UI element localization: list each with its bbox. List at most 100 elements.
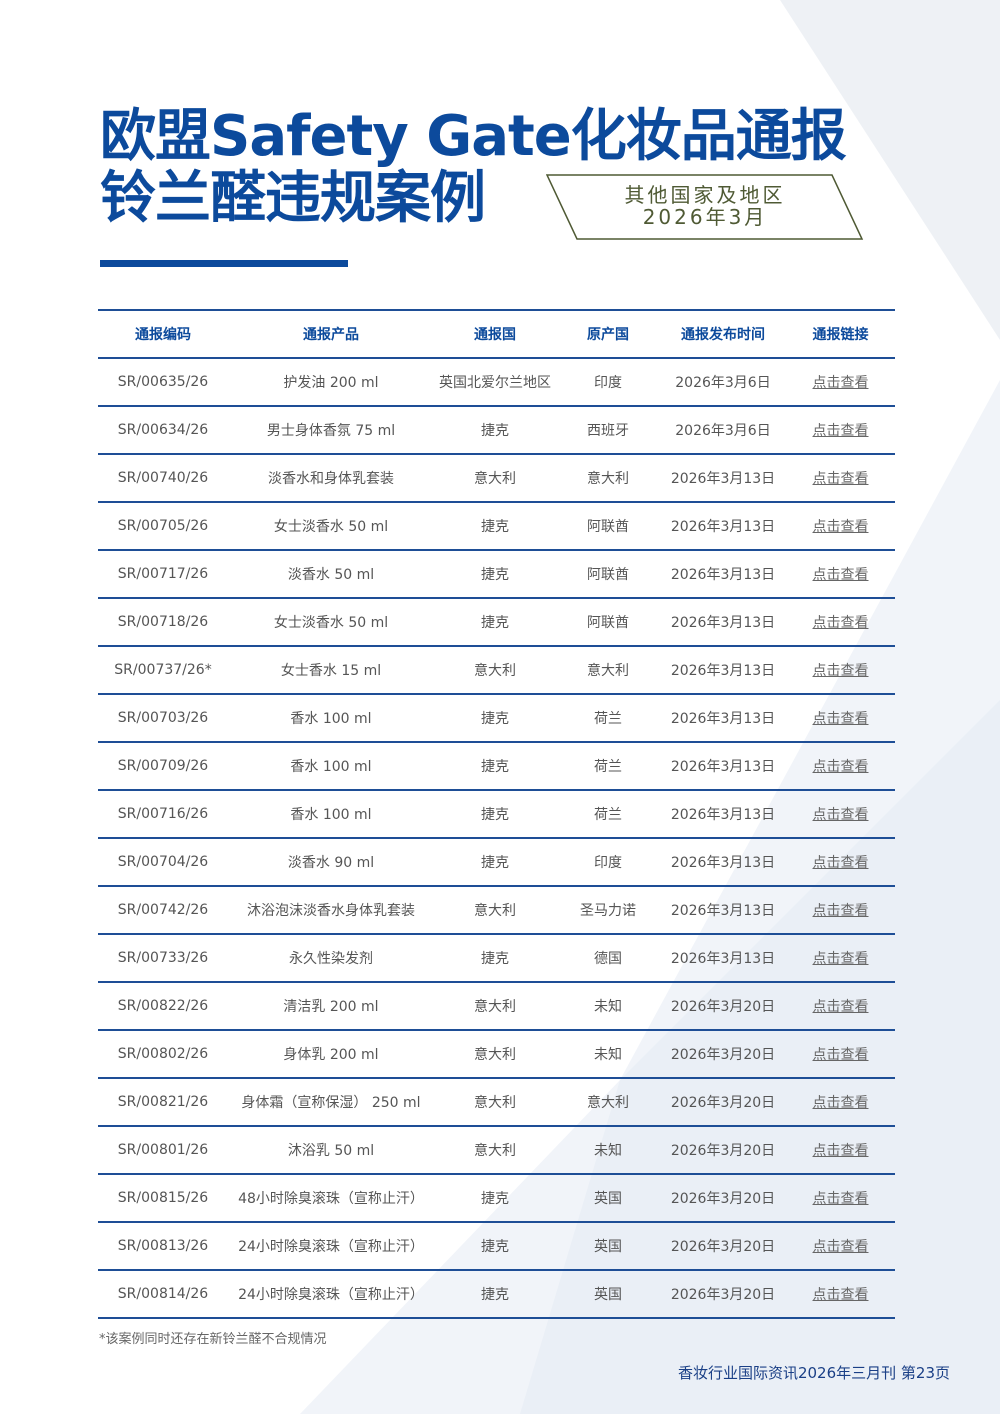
cell-view-link: 点击查看: [786, 1221, 895, 1270]
cell-origin-country: 西班牙: [556, 405, 660, 454]
view-link[interactable]: 点击查看: [812, 1095, 869, 1111]
title-underline: [100, 260, 348, 267]
cell-view-link: 点击查看: [786, 741, 895, 790]
view-link[interactable]: 点击查看: [812, 423, 869, 439]
view-link[interactable]: 点击查看: [812, 807, 869, 823]
cell-view-link: 点击查看: [786, 549, 895, 598]
cell-view-link: 点击查看: [786, 933, 895, 982]
view-link[interactable]: 点击查看: [812, 519, 869, 535]
cell-report-code: SR/00815/26: [98, 1173, 228, 1222]
cell-report-code: SR/00814/26: [98, 1269, 228, 1319]
view-link[interactable]: 点击查看: [812, 1047, 869, 1063]
table-row: SR/00802/26 身体乳 200 ml 意大利 未知 2026年3月20日 点击查看: [98, 1029, 895, 1078]
cell-report-code: SR/00733/26: [98, 933, 228, 982]
view-link[interactable]: 点击查看: [812, 1287, 869, 1303]
cell-view-link: 点击查看: [786, 1029, 895, 1078]
view-link[interactable]: 点击查看: [812, 1239, 869, 1255]
cell-origin-country: 英国: [556, 1221, 660, 1270]
cell-product: 淡香水 90 ml: [228, 837, 434, 886]
cell-view-link: 点击查看: [786, 501, 895, 550]
table-row: SR/00716/26 香水 100 ml 捷克 荷兰 2026年3月13日 点击查看: [98, 789, 895, 838]
table-row: SR/00814/26 24小时除臭滚珠（宣称止汗） 捷克 英国 2026年3月20日 点…: [98, 1269, 895, 1319]
cell-notifying-country: 意大利: [434, 453, 556, 502]
table-row: SR/00718/26 女士淡香水 50 ml 捷克 阿联酋 2026年3月13日 点击查…: [98, 597, 895, 646]
view-link[interactable]: 点击查看: [812, 567, 869, 583]
cell-view-link: 点击查看: [786, 885, 895, 934]
cell-product: 女士香水 15 ml: [228, 645, 434, 694]
table-row: SR/00801/26 沐浴乳 50 ml 意大利 未知 2026年3月20日 点击查看: [98, 1125, 895, 1174]
view-link[interactable]: 点击查看: [812, 903, 869, 919]
cell-product: 24小时除臭滚珠（宣称止汗）: [228, 1269, 434, 1319]
view-link[interactable]: 点击查看: [812, 951, 869, 967]
table-row: SR/00703/26 香水 100 ml 捷克 荷兰 2026年3月13日 点击查看: [98, 693, 895, 742]
view-link[interactable]: 点击查看: [812, 711, 869, 727]
cell-notifying-country: 捷克: [434, 597, 556, 646]
cell-report-code: SR/00634/26: [98, 405, 228, 454]
cell-origin-country: 荷兰: [556, 693, 660, 742]
cell-notifying-country: 捷克: [434, 837, 556, 886]
table-header-row: 通报编码 通报产品 通报国 原产国 通报发布时间 通报链接: [98, 309, 895, 358]
cell-report-code: SR/00813/26: [98, 1221, 228, 1270]
cases-table: 通报编码 通报产品 通报国 原产国 通报发布时间 通报链接 SR/00635/26 护发油 …: [98, 309, 895, 1319]
cell-origin-country: 阿联酋: [556, 501, 660, 550]
table-row: SR/00822/26 清洁乳 200 ml 意大利 未知 2026年3月20日 点击查看: [98, 981, 895, 1030]
cell-notifying-country: 捷克: [434, 933, 556, 982]
column-header: 通报编码: [98, 309, 228, 358]
cell-origin-country: 阿联酋: [556, 549, 660, 598]
cell-report-code: SR/00740/26: [98, 453, 228, 502]
cell-product: 淡香水 50 ml: [228, 549, 434, 598]
view-link[interactable]: 点击查看: [812, 615, 869, 631]
cell-product: 身体霜（宣称保湿） 250 ml: [228, 1077, 434, 1126]
table-row: SR/00740/26 淡香水和身体乳套装 意大利 意大利 2026年3月13日 点击查看: [98, 453, 895, 502]
table-row: SR/00821/26 身体霜（宣称保湿） 250 ml 意大利 意大利 2026年3月…: [98, 1077, 895, 1126]
cell-product: 香水 100 ml: [228, 693, 434, 742]
footnote: *该案例同时还存在新铃兰醛不合规情况: [99, 1332, 327, 1347]
table-row: SR/00813/26 24小时除臭滚珠（宣称止汗） 捷克 英国 2026年3月20日 点…: [98, 1221, 895, 1270]
badge-region: 其他国家及地区: [624, 183, 786, 207]
view-link[interactable]: 点击查看: [812, 375, 869, 391]
cell-report-code: SR/00737/26*: [98, 645, 228, 694]
cell-product: 香水 100 ml: [228, 741, 434, 790]
table-row: SR/00635/26 护发油 200 ml 英国北爱尔兰地区 印度 2026年3月6日…: [98, 357, 895, 406]
view-link[interactable]: 点击查看: [812, 663, 869, 679]
cell-publish-date: 2026年3月20日: [660, 1077, 786, 1126]
view-link[interactable]: 点击查看: [812, 759, 869, 775]
cell-origin-country: 英国: [556, 1269, 660, 1319]
cell-product: 男士身体香氛 75 ml: [228, 405, 434, 454]
cell-report-code: SR/00703/26: [98, 693, 228, 742]
cell-notifying-country: 意大利: [434, 645, 556, 694]
cell-notifying-country: 意大利: [434, 981, 556, 1030]
cell-notifying-country: 捷克: [434, 741, 556, 790]
table-row: SR/00705/26 女士淡香水 50 ml 捷克 阿联酋 2026年3月13日 点击查…: [98, 501, 895, 550]
cell-view-link: 点击查看: [786, 1125, 895, 1174]
cell-product: 永久性染发剂: [228, 933, 434, 982]
cell-origin-country: 德国: [556, 933, 660, 982]
table-row: SR/00704/26 淡香水 90 ml 捷克 印度 2026年3月13日 点击查看: [98, 837, 895, 886]
cell-view-link: 点击查看: [786, 357, 895, 406]
view-link[interactable]: 点击查看: [812, 1191, 869, 1207]
cell-notifying-country: 捷克: [434, 789, 556, 838]
cell-product: 身体乳 200 ml: [228, 1029, 434, 1078]
cell-view-link: 点击查看: [786, 693, 895, 742]
cell-report-code: SR/00704/26: [98, 837, 228, 886]
cell-report-code: SR/00717/26: [98, 549, 228, 598]
cell-origin-country: 未知: [556, 1125, 660, 1174]
table-row: SR/00815/26 48小时除臭滚珠（宣称止汗） 捷克 英国 2026年3月20日 点…: [98, 1173, 895, 1222]
cell-notifying-country: 捷克: [434, 1221, 556, 1270]
cell-origin-country: 圣马力诺: [556, 885, 660, 934]
view-link[interactable]: 点击查看: [812, 999, 869, 1015]
cell-publish-date: 2026年3月13日: [660, 453, 786, 502]
cell-publish-date: 2026年3月13日: [660, 501, 786, 550]
view-link[interactable]: 点击查看: [812, 471, 869, 487]
cell-publish-date: 2026年3月6日: [660, 405, 786, 454]
cell-report-code: SR/00801/26: [98, 1125, 228, 1174]
view-link[interactable]: 点击查看: [812, 855, 869, 871]
cell-origin-country: 印度: [556, 357, 660, 406]
view-link[interactable]: 点击查看: [812, 1143, 869, 1159]
cell-publish-date: 2026年3月13日: [660, 549, 786, 598]
cell-product: 24小时除臭滚珠（宣称止汗）: [228, 1221, 434, 1270]
cell-view-link: 点击查看: [786, 453, 895, 502]
cell-origin-country: 荷兰: [556, 789, 660, 838]
cell-publish-date: 2026年3月20日: [660, 1173, 786, 1222]
cell-report-code: SR/00705/26: [98, 501, 228, 550]
